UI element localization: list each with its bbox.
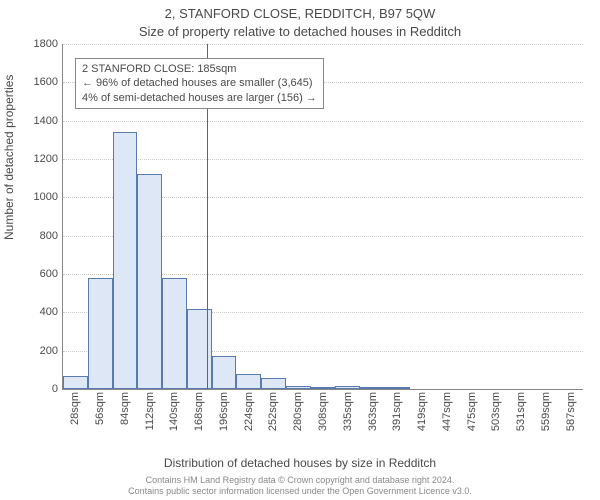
x-tick-label: 308sqm: [317, 392, 329, 431]
histogram-bar: [137, 174, 162, 389]
chart-title-line1: 2, STANFORD CLOSE, REDDITCH, B97 5QW: [0, 6, 600, 21]
histogram-bar: [236, 374, 261, 389]
annotation-line: 4% of semi-detached houses are larger (1…: [82, 92, 317, 104]
y-tick-label: 600: [40, 268, 58, 280]
x-tick-label: 252sqm: [267, 392, 279, 431]
x-tick-label: 224sqm: [243, 392, 255, 431]
x-tick-label: 280sqm: [292, 392, 304, 431]
plot-area: 02004006008001000120014001600180028sqm56…: [62, 44, 583, 390]
footer-line2: Contains public sector information licen…: [128, 486, 472, 496]
histogram-bar: [88, 278, 113, 389]
histogram-bar: [385, 387, 410, 389]
y-axis-label: Number of detached properties: [2, 75, 16, 240]
chart-title-line2: Size of property relative to detached ho…: [0, 24, 600, 39]
x-tick-label: 475sqm: [466, 392, 478, 431]
y-tick-label: 1000: [34, 191, 58, 203]
x-tick-label: 587sqm: [565, 392, 577, 431]
marker-annotation: 2 STANFORD CLOSE: 185sqm ← 96% of detache…: [75, 58, 324, 109]
histogram-bar: [162, 278, 187, 389]
x-tick-label: 391sqm: [391, 392, 403, 431]
histogram-bar: [335, 386, 360, 389]
histogram-bar: [360, 387, 385, 389]
x-axis-label: Distribution of detached houses by size …: [0, 456, 600, 470]
x-tick-label: 503sqm: [490, 392, 502, 431]
histogram-bar: [63, 376, 88, 389]
x-tick-label: 84sqm: [119, 392, 131, 425]
x-tick-label: 112sqm: [144, 392, 156, 430]
x-tick-label: 335sqm: [342, 392, 354, 431]
chart-container: 2, STANFORD CLOSE, REDDITCH, B97 5QW Siz…: [0, 0, 600, 500]
y-tick-label: 1800: [34, 38, 58, 50]
y-tick-label: 0: [52, 383, 58, 395]
histogram-bar: [113, 132, 138, 389]
footer-credits: Contains HM Land Registry data © Crown c…: [0, 475, 600, 497]
y-tick-label: 1200: [34, 153, 58, 165]
footer-line1: Contains HM Land Registry data © Crown c…: [146, 475, 455, 485]
histogram-bar: [286, 386, 311, 389]
x-tick-label: 531sqm: [515, 392, 527, 431]
histogram-bar: [212, 356, 237, 389]
x-tick-label: 56sqm: [94, 392, 106, 425]
histogram-bar: [311, 387, 336, 389]
gridline: [63, 121, 583, 122]
histogram-bar: [261, 378, 286, 390]
y-tick-label: 400: [40, 306, 58, 318]
annotation-line: ← 96% of detached houses are smaller (3,…: [82, 77, 313, 89]
y-tick-label: 200: [40, 345, 58, 357]
y-tick-label: 800: [40, 230, 58, 242]
histogram-bar: [187, 309, 212, 390]
y-tick-label: 1600: [34, 76, 58, 88]
y-tick-label: 1400: [34, 115, 58, 127]
gridline: [63, 44, 583, 45]
x-tick-label: 447sqm: [441, 392, 453, 431]
x-tick-label: 559sqm: [540, 392, 552, 431]
x-tick-label: 140sqm: [168, 392, 180, 431]
x-tick-label: 28sqm: [69, 392, 81, 425]
x-tick-label: 196sqm: [218, 392, 230, 431]
x-tick-label: 363sqm: [367, 392, 379, 431]
x-tick-label: 168sqm: [193, 392, 205, 431]
x-tick-label: 419sqm: [416, 392, 428, 431]
annotation-line: 2 STANFORD CLOSE: 185sqm: [82, 63, 236, 75]
gridline: [63, 159, 583, 160]
